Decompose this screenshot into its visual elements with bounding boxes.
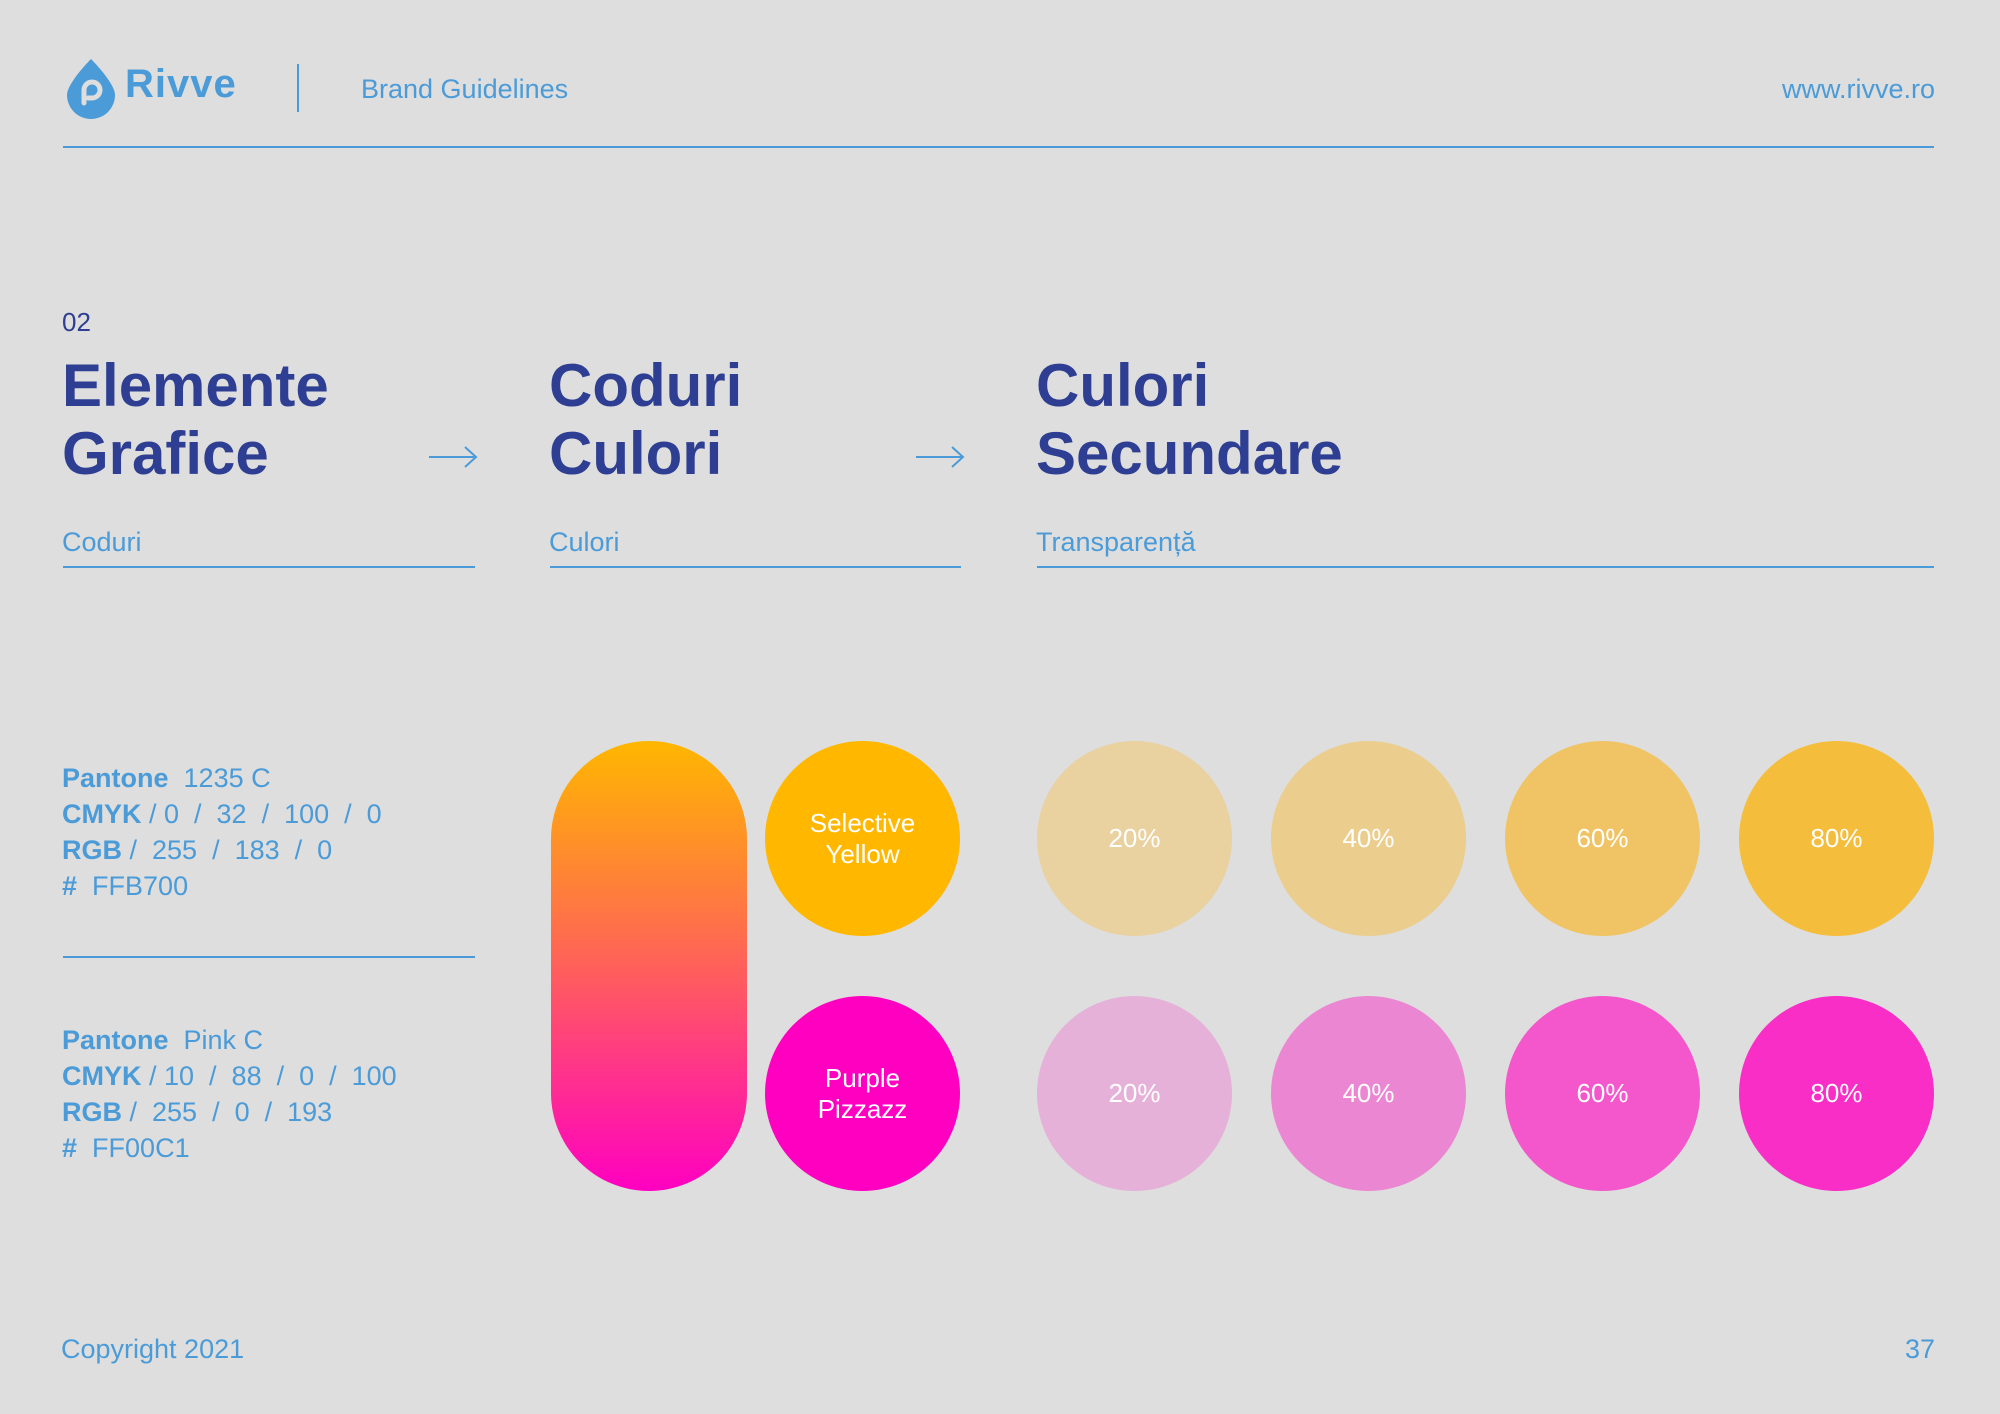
website-link[interactable]: www.rivve.ro <box>1781 74 1935 104</box>
tint-swatch-yellow-80: 80% <box>1739 741 1934 936</box>
spec-value: Pink C <box>183 1025 264 1055</box>
brand-logo-icon <box>67 59 115 119</box>
spec-value: / 10 / 88 / 0 / 100 <box>149 1061 397 1091</box>
spec-line-cmyk: CMYK / 10 / 88 / 0 / 100 <box>62 1058 397 1094</box>
breadcrumb-title-color-codes: Coduri Culori <box>549 352 969 488</box>
primary-swatch-yellow: Selective Yellow <box>765 741 960 936</box>
spec-value: / 255 / 183 / 0 <box>129 835 333 865</box>
tint-swatch-yellow-60: 60% <box>1505 741 1700 936</box>
brand-name: Rivve <box>125 62 237 106</box>
arrow-right-icon <box>916 446 965 468</box>
spec-value: / 255 / 0 / 193 <box>129 1097 333 1127</box>
spec-line-hex: # FFB700 <box>62 868 382 904</box>
spec-label: RGB <box>62 835 122 865</box>
column-rule <box>63 566 475 568</box>
spec-divider <box>63 956 475 958</box>
tint-swatch-pink-40: 40% <box>1271 996 1466 1191</box>
swatch-label: Purple Pizzazz <box>817 1062 908 1124</box>
tint-swatch-pink-20: 20% <box>1037 996 1232 1191</box>
spec-label: # <box>62 1133 78 1163</box>
color-spec-pink: Pantone Pink C CMYK / 10 / 88 / 0 / 100 … <box>62 1022 397 1166</box>
color-spec-yellow: Pantone 1235 C CMYK / 0 / 32 / 100 / 0 R… <box>62 760 382 904</box>
spec-line-pantone: Pantone 1235 C <box>62 760 382 796</box>
breadcrumb-title-graphic-elements: Elemente Grafice <box>62 352 482 488</box>
swatch-label: 80% <box>1810 1078 1863 1108</box>
swatch-label: 60% <box>1576 1078 1629 1108</box>
column-subtitle: Transparență <box>1036 527 1196 557</box>
tint-swatch-pink-60: 60% <box>1505 996 1700 1191</box>
swatch-label: 60% <box>1576 823 1629 853</box>
spec-label: CMYK <box>62 799 142 829</box>
spec-line-rgb: RGB / 255 / 0 / 193 <box>62 1094 397 1130</box>
spec-label: RGB <box>62 1097 122 1127</box>
swatch-label: Selective Yellow <box>809 807 916 869</box>
section-number: 02 <box>62 307 91 337</box>
document-title: Brand Guidelines <box>361 74 569 104</box>
tint-swatch-yellow-40: 40% <box>1271 741 1466 936</box>
title-line: Elemente <box>62 352 329 419</box>
spec-value: FF00C1 <box>92 1133 190 1163</box>
title-line: Coduri <box>549 352 743 419</box>
spec-label: Pantone <box>62 763 169 793</box>
primary-swatch-pink: Purple Pizzazz <box>765 996 960 1191</box>
tint-swatch-yellow-20: 20% <box>1037 741 1232 936</box>
page-title: Culori Secundare <box>1036 352 1636 488</box>
arrow-right-icon <box>429 446 478 468</box>
gradient-swatch <box>551 741 747 1191</box>
spec-line-rgb: RGB / 255 / 183 / 0 <box>62 832 382 868</box>
spec-label: CMYK <box>62 1061 142 1091</box>
copyright: Copyright 2021 <box>61 1334 245 1364</box>
spec-value: FFB700 <box>92 871 189 901</box>
title-line: Grafice <box>62 420 269 487</box>
spec-label: # <box>62 871 78 901</box>
swatch-label: 20% <box>1108 1078 1161 1108</box>
spec-line-cmyk: CMYK / 0 / 32 / 100 / 0 <box>62 796 382 832</box>
header-rule <box>63 146 1934 148</box>
spec-value: / 0 / 32 / 100 / 0 <box>149 799 382 829</box>
header-divider <box>297 64 299 112</box>
spec-value: 1235 C <box>183 763 271 793</box>
swatch-label: 20% <box>1108 823 1161 853</box>
title-line: Secundare <box>1036 420 1343 487</box>
spec-label: Pantone <box>62 1025 169 1055</box>
spec-line-hex: # FF00C1 <box>62 1130 397 1166</box>
swatch-label: 40% <box>1342 1078 1395 1108</box>
swatch-label: 40% <box>1342 823 1395 853</box>
title-line: Culori <box>549 420 723 487</box>
tint-swatch-pink-80: 80% <box>1739 996 1934 1191</box>
swatch-label: 80% <box>1810 823 1863 853</box>
column-subtitle: Culori <box>549 527 620 557</box>
page-number: 37 <box>1904 1334 1935 1364</box>
spec-line-pantone: Pantone Pink C <box>62 1022 397 1058</box>
column-rule <box>1037 566 1934 568</box>
column-rule <box>550 566 961 568</box>
title-line: Culori <box>1036 352 1210 419</box>
column-subtitle: Coduri <box>62 527 142 557</box>
